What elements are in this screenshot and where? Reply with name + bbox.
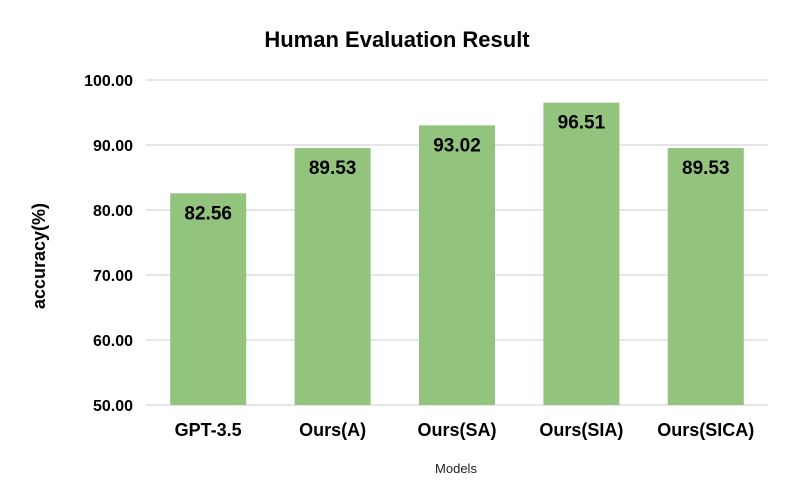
data-label: 89.53: [682, 158, 730, 179]
y-tick-label: 50.00: [93, 398, 133, 415]
x-tick-label: Ours(A): [299, 420, 366, 440]
data-label: 96.51: [558, 113, 606, 134]
y-tick-label: 90.00: [93, 138, 133, 155]
chart-title: Human Evaluation Result: [264, 27, 530, 52]
bar: [170, 193, 247, 405]
x-tick-label: GPT-3.5: [175, 420, 242, 440]
bar: [419, 125, 495, 406]
bar: [294, 148, 371, 405]
x-tick-label: Ours(SIA): [539, 420, 623, 440]
data-label: 89.53: [309, 158, 357, 179]
bar: [667, 148, 744, 405]
data-labels: 82.56 89.53 93.02 96.51 89.53: [184, 113, 729, 225]
bar: [543, 102, 620, 405]
bars: [170, 102, 744, 406]
x-tick-label: Ours(SA): [417, 420, 496, 440]
y-tick-label: 60.00: [93, 333, 133, 350]
y-tick-label: 100.00: [84, 73, 133, 90]
data-label: 82.56: [184, 203, 232, 224]
x-tick-label: Ours(SICA): [657, 420, 754, 440]
y-tick-label: 70.00: [93, 268, 133, 285]
data-label: 93.02: [433, 135, 481, 156]
x-axis-ticks: GPT-3.5 Ours(A) Ours(SA) Ours(SIA) Ours(SICA…: [175, 420, 755, 440]
x-axis-label: Models: [435, 461, 477, 476]
y-axis-label: accuracy(%): [29, 203, 49, 309]
y-axis-ticks: 50.00 60.00 70.00 80.00 90.00 100.00: [84, 73, 133, 415]
y-tick-label: 80.00: [93, 203, 133, 220]
